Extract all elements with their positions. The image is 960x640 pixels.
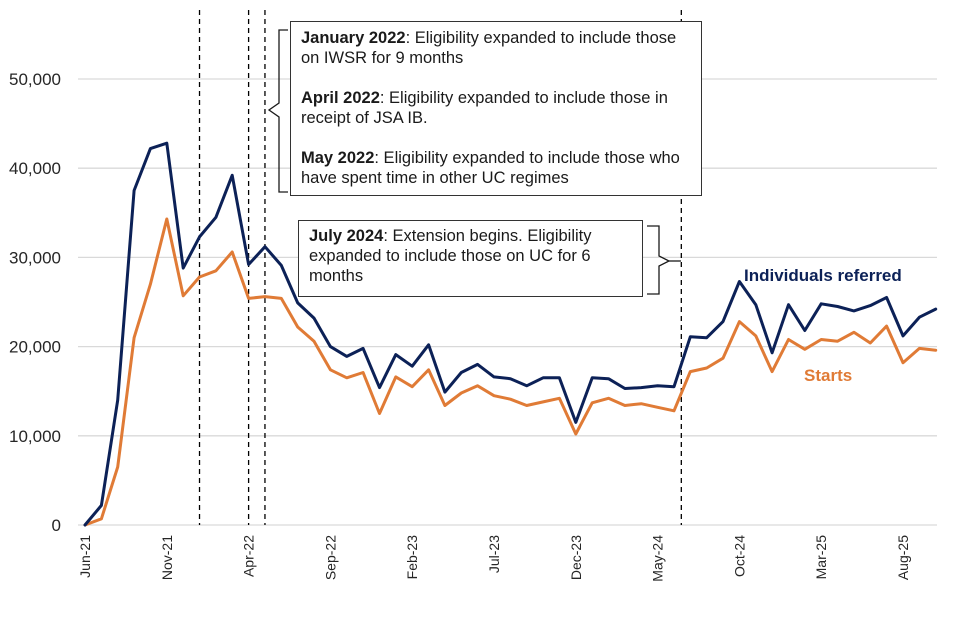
y-axis-ticks: 0 10,000 20,000 30,000 40,000 50,000 — [9, 70, 61, 535]
y-tick-label: 20,000 — [9, 338, 61, 357]
series-label-individuals-referred: Individuals referred — [744, 266, 902, 285]
series-line-starts — [83, 217, 938, 527]
annotation-box-2022: January 2022: Eligibility expanded to in… — [290, 21, 702, 196]
series-lines — [83, 141, 938, 527]
x-tick-label: Apr-22 — [241, 535, 257, 577]
x-tick-label: Dec-23 — [568, 535, 584, 580]
x-tick-label: May-24 — [650, 535, 666, 582]
brace-icon — [647, 225, 681, 295]
annotation-box-2024: July 2024: Extension begins. Eligibility… — [298, 220, 643, 297]
annotation-jan-2022: January 2022: Eligibility expanded to in… — [301, 29, 677, 67]
x-tick-label: Feb-23 — [404, 535, 420, 580]
x-tick-label: Sep-22 — [322, 535, 338, 580]
y-tick-label: 50,000 — [9, 70, 61, 89]
x-tick-label: Jun-21 — [77, 535, 93, 578]
annotation-may-2022: May 2022: Eligibility expanded to includ… — [301, 149, 680, 187]
x-tick-label: Jul-23 — [486, 535, 502, 573]
x-tick-label: Aug-25 — [895, 535, 911, 580]
annotation-apr-2022: April 2022: Eligibility expanded to incl… — [301, 89, 668, 127]
x-tick-label: Mar-25 — [813, 535, 829, 580]
y-tick-label: 0 — [52, 516, 61, 535]
x-tick-label: Nov-21 — [159, 535, 175, 580]
series-label-starts: Starts — [804, 366, 852, 385]
series-line-individuals-referred — [83, 141, 938, 527]
y-tick-label: 40,000 — [9, 159, 61, 178]
x-axis-ticks: Jun-21 Nov-21 Apr-22 Sep-22 Feb-23 Jul-23 Dec-… — [77, 535, 911, 582]
annotation-jul-2024: July 2024: Extension begins. Eligibility… — [309, 227, 592, 285]
brace-icon — [267, 29, 288, 193]
x-tick-label: Oct-24 — [731, 535, 747, 577]
y-tick-label: 30,000 — [9, 248, 61, 267]
y-tick-label: 10,000 — [9, 427, 61, 446]
